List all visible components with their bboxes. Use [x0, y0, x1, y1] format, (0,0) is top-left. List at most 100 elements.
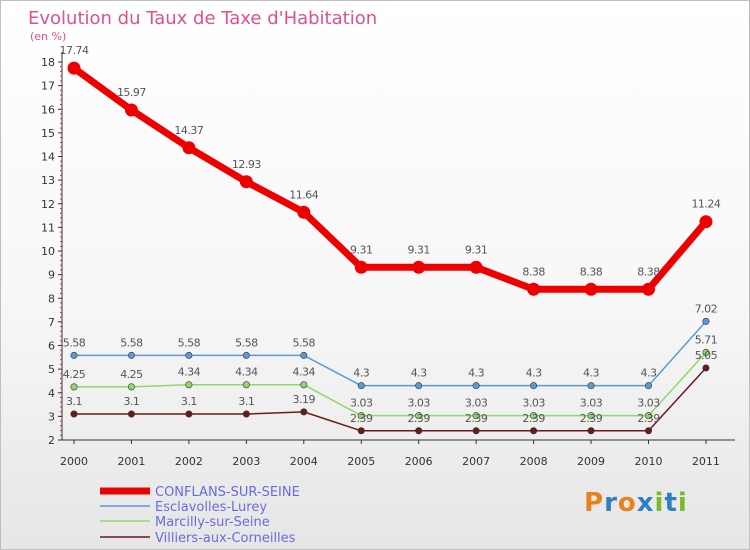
data-label: 2.39	[350, 412, 373, 425]
data-label: 3.1	[181, 395, 197, 408]
data-label: 3.19	[293, 393, 316, 406]
x-tick-label: 2006	[405, 455, 433, 468]
data-label: 3.03	[522, 397, 545, 410]
data-point	[587, 382, 595, 390]
data-point	[357, 382, 365, 390]
legend-label: Marcilly-sur-Seine	[155, 515, 270, 530]
data-label: 5.58	[120, 336, 143, 349]
data-point	[472, 427, 480, 435]
y-tick-label: 13	[41, 174, 55, 187]
data-point	[67, 61, 81, 75]
data-point	[527, 282, 541, 296]
data-point	[354, 260, 368, 274]
data-point	[584, 282, 598, 296]
data-label: 3.03	[350, 397, 373, 410]
x-tick-label: 2004	[290, 455, 318, 468]
data-label: 3.03	[465, 397, 488, 410]
data-point	[472, 412, 480, 420]
data-label: 14.37	[174, 124, 203, 137]
y-tick-label: 17	[41, 80, 55, 93]
y-tick-label: 10	[41, 245, 55, 258]
data-label: 12.93	[232, 158, 261, 171]
y-tick-label: 9	[48, 269, 55, 282]
data-label: 4.34	[293, 366, 316, 379]
data-label: 8.38	[522, 265, 545, 278]
x-tick-label: 2000	[60, 455, 88, 468]
y-tick-label: 2	[48, 434, 55, 447]
data-point	[530, 412, 538, 420]
data-point	[702, 317, 710, 325]
data-label: 5.58	[63, 336, 86, 349]
data-point	[70, 383, 78, 391]
series-line	[71, 65, 709, 293]
data-label: 5.58	[235, 336, 258, 349]
y-tick-label: 6	[48, 340, 55, 353]
y-tick-label: 5	[48, 363, 55, 376]
chart-title: Evolution du Taux de Taxe d'Habitation	[28, 8, 377, 29]
data-label: 5.58	[293, 336, 316, 349]
data-point	[127, 351, 135, 359]
data-point	[469, 260, 483, 274]
data-point	[644, 382, 652, 390]
x-tick-label: 2010	[635, 455, 663, 468]
logo-letter: r	[604, 488, 618, 518]
y-tick-label: 15	[41, 127, 55, 140]
data-label: 4.3	[526, 367, 542, 380]
x-tick-label: 2001	[117, 455, 145, 468]
data-label: 17.74	[60, 44, 89, 57]
series-line	[74, 320, 707, 387]
data-point	[472, 382, 480, 390]
data-point	[412, 260, 426, 274]
logo-letter: i	[677, 488, 688, 518]
data-label: 4.25	[120, 368, 143, 381]
series-line	[74, 351, 707, 417]
legend: CONFLANS-SUR-SEINEEsclavolles-LureyMarci…	[100, 485, 300, 546]
data-label: 8.38	[637, 265, 660, 278]
series-line	[74, 367, 707, 432]
data-point	[415, 382, 423, 390]
data-label: 5.58	[178, 336, 201, 349]
data-labels: 17.74 15.97 14.37 12.93 11.64 9.31 9.31 9.31 8.3…	[60, 44, 722, 425]
legend-label: CONFLANS-SUR-SEINE	[155, 485, 300, 500]
data-label: 2.39	[407, 412, 430, 425]
data-point	[702, 364, 710, 372]
data-label: 3.03	[637, 397, 660, 410]
data-point	[185, 351, 193, 359]
data-point	[124, 103, 138, 117]
data-point	[300, 381, 308, 389]
data-point	[415, 412, 423, 420]
y-tick-label: 11	[41, 221, 55, 234]
data-label: 3.03	[580, 397, 603, 410]
legend-label: Villiers-aux-Corneilles	[155, 531, 296, 546]
data-label: 8.38	[580, 265, 603, 278]
data-label: 11.24	[691, 198, 720, 211]
y-tick-label: 4	[48, 387, 55, 400]
data-point	[70, 410, 78, 418]
y-tick-label: 3	[48, 410, 55, 423]
data-point	[185, 381, 193, 389]
data-point	[127, 383, 135, 391]
x-tick-label: 2011	[692, 455, 720, 468]
data-label: 2.39	[580, 412, 603, 425]
data-point	[702, 348, 710, 356]
data-label: 4.34	[235, 366, 258, 379]
data-point	[242, 351, 250, 359]
x-tick-label: 2005	[347, 455, 375, 468]
data-label: 4.3	[583, 367, 599, 380]
logo-letter: x	[636, 488, 655, 518]
data-point	[587, 412, 595, 420]
x-tick-label: 2003	[232, 455, 260, 468]
logo-letter: P	[584, 488, 605, 518]
y-tick-label: 16	[41, 103, 55, 116]
data-label: 9.31	[465, 243, 488, 256]
data-point	[644, 427, 652, 435]
data-point	[239, 175, 253, 189]
data-point	[182, 141, 196, 155]
data-label: 4.3	[641, 367, 657, 380]
data-label: 7.02	[695, 302, 718, 315]
data-point	[644, 412, 652, 420]
x-tick-label: 2008	[520, 455, 548, 468]
data-point	[300, 408, 308, 416]
data-label: 4.34	[178, 366, 201, 379]
y-tick-label: 18	[41, 56, 55, 69]
